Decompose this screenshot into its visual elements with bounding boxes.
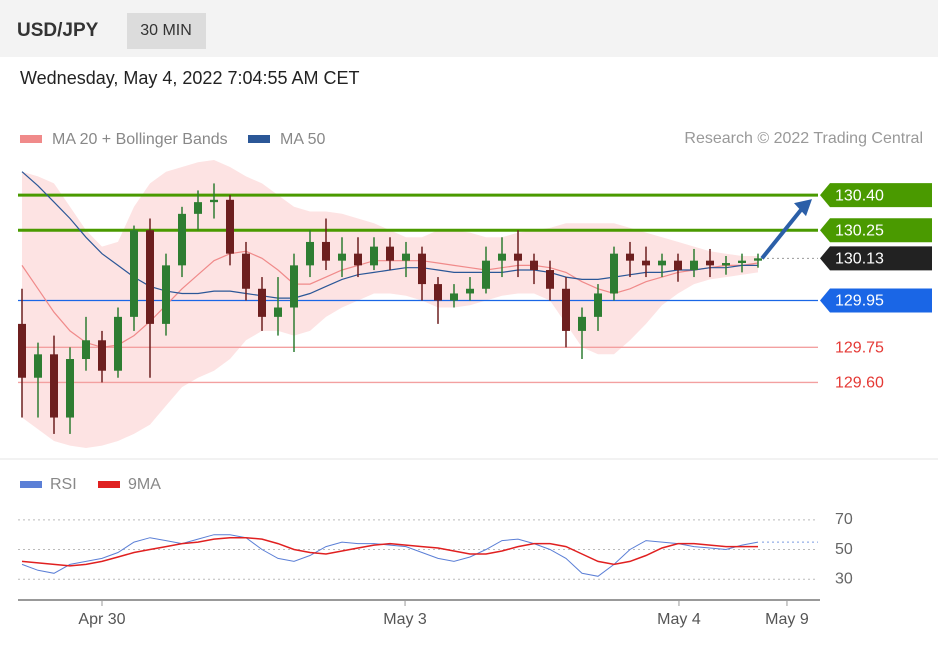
candle-body bbox=[626, 253, 634, 261]
candle-body bbox=[434, 284, 442, 301]
legend-label[interactable]: MA 20 + Bollinger Bands bbox=[52, 131, 228, 148]
candle-body bbox=[82, 340, 90, 360]
candle-body bbox=[34, 354, 42, 378]
level-tag bbox=[820, 183, 932, 208]
rsi-line bbox=[21, 536, 758, 567]
candle-body bbox=[370, 246, 378, 266]
candle-body bbox=[754, 258, 762, 261]
candle-body bbox=[194, 202, 202, 214]
legend-swatch bbox=[20, 135, 42, 143]
candle-body bbox=[562, 288, 570, 331]
candle-body bbox=[130, 230, 138, 317]
candle-body bbox=[114, 316, 122, 371]
candle-body bbox=[674, 260, 682, 271]
x-tick-label: Apr 30 bbox=[78, 611, 125, 628]
legend-label[interactable]: MA 50 bbox=[280, 131, 325, 148]
candle-body bbox=[466, 288, 474, 294]
candle-body bbox=[706, 260, 714, 266]
level-label: 130.40 bbox=[835, 187, 884, 204]
legend-swatch bbox=[98, 481, 120, 488]
candle-body bbox=[258, 288, 266, 317]
candle-body bbox=[402, 253, 410, 261]
candle-body bbox=[306, 241, 314, 266]
legend-swatch bbox=[248, 135, 270, 143]
interval-chip[interactable] bbox=[127, 13, 206, 49]
candle-body bbox=[354, 253, 362, 266]
candle-body bbox=[690, 260, 698, 271]
x-tick-label: May 9 bbox=[765, 611, 809, 628]
candle-body bbox=[578, 316, 586, 331]
candle-body bbox=[18, 323, 26, 378]
rsi-line bbox=[21, 534, 759, 577]
candle-body bbox=[482, 260, 490, 289]
candle-body bbox=[162, 265, 170, 324]
level-label: 130.13 bbox=[835, 251, 884, 268]
level-tag bbox=[820, 246, 932, 271]
level-tag bbox=[820, 288, 932, 313]
candle-body bbox=[50, 354, 58, 418]
candle-body bbox=[722, 263, 730, 266]
source: Research © 2022 Trading Central bbox=[684, 130, 923, 147]
forecast-arrowhead bbox=[794, 199, 812, 217]
symbol: USD/JPY bbox=[17, 20, 99, 41]
candle-body bbox=[658, 260, 666, 266]
legend-label[interactable]: RSI bbox=[50, 476, 77, 493]
candle-body bbox=[338, 253, 346, 261]
candle-body bbox=[514, 253, 522, 261]
candle-body bbox=[386, 246, 394, 261]
candle-body bbox=[178, 213, 186, 266]
x-tick-label: May 3 bbox=[383, 611, 427, 628]
candle-body bbox=[226, 199, 234, 254]
candle-body bbox=[418, 253, 426, 285]
level-label: 130.25 bbox=[835, 222, 884, 239]
bollinger-band bbox=[22, 160, 758, 448]
candle-body bbox=[98, 340, 106, 371]
level-label: 129.75 bbox=[835, 340, 884, 357]
candle-body bbox=[530, 260, 538, 271]
forecast-arrow bbox=[760, 204, 806, 260]
x-tick-label: May 4 bbox=[657, 611, 701, 628]
candle-body bbox=[210, 199, 218, 203]
y-tick-label: 30 bbox=[835, 570, 853, 587]
candle-body bbox=[146, 230, 154, 324]
candle-body bbox=[66, 359, 74, 418]
level-label: 129.60 bbox=[835, 375, 884, 392]
candle-body bbox=[594, 293, 602, 317]
candle-body bbox=[642, 260, 650, 266]
candle-body bbox=[450, 293, 458, 301]
candle-body bbox=[290, 265, 298, 308]
candle-body bbox=[610, 253, 618, 294]
y-tick-label: 50 bbox=[835, 541, 853, 558]
y-tick-label: 70 bbox=[835, 511, 853, 528]
candle-body bbox=[498, 253, 506, 261]
level-label: 129.95 bbox=[835, 293, 884, 310]
interval[interactable]: 30 MIN bbox=[140, 22, 192, 39]
legend-swatch bbox=[20, 481, 42, 488]
candle-body bbox=[274, 307, 282, 317]
candle-body bbox=[242, 253, 250, 289]
legend-label[interactable]: 9MA bbox=[128, 476, 161, 493]
date-time: Wednesday, May 4, 2022 7:04:55 AM CET bbox=[20, 68, 360, 88]
candle-body bbox=[322, 241, 330, 261]
candle-body bbox=[546, 270, 554, 289]
candle-body bbox=[738, 260, 746, 264]
level-tag bbox=[820, 218, 932, 243]
